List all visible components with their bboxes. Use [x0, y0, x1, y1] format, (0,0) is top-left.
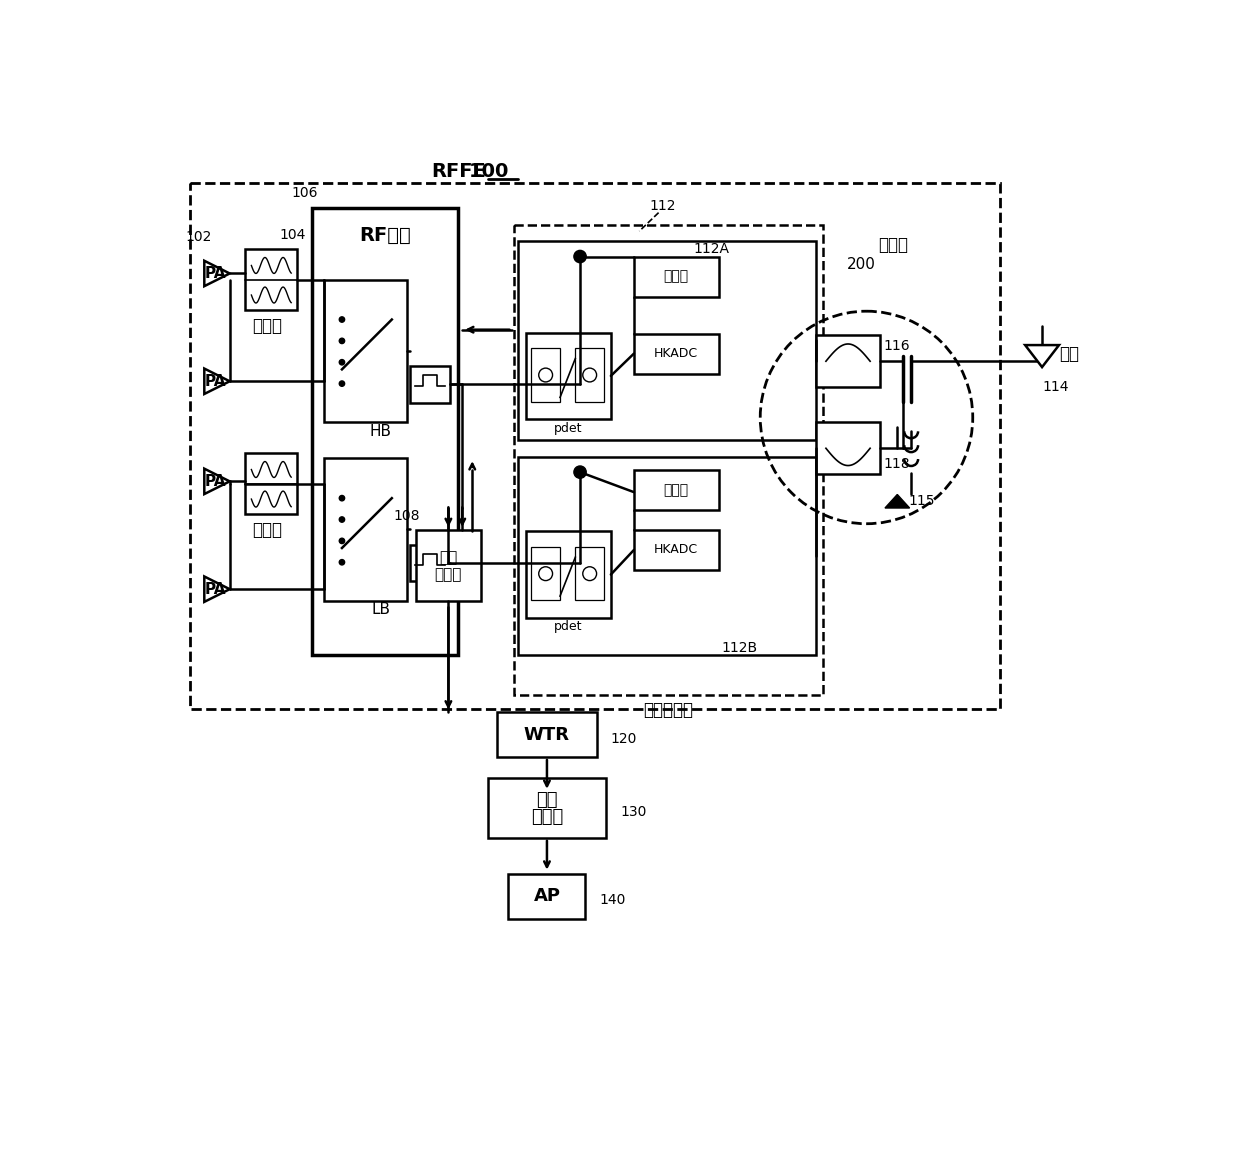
Bar	[816, 335, 879, 387]
Circle shape	[340, 381, 345, 386]
Text: PA: PA	[205, 474, 226, 489]
Bar	[634, 334, 719, 373]
Text: 114: 114	[1043, 380, 1069, 394]
Text: 118: 118	[883, 457, 910, 470]
Text: pdet: pdet	[554, 621, 583, 633]
Text: 115: 115	[909, 494, 935, 507]
Circle shape	[340, 539, 345, 543]
Circle shape	[340, 360, 345, 365]
Bar	[508, 874, 585, 919]
Text: 天线: 天线	[1059, 346, 1079, 363]
Bar	[634, 469, 719, 510]
Circle shape	[574, 251, 587, 262]
Text: 120: 120	[611, 732, 637, 746]
Text: 滤波器: 滤波器	[253, 317, 283, 335]
Text: PA: PA	[205, 266, 226, 281]
Text: 140: 140	[599, 894, 626, 907]
Text: HB: HB	[370, 424, 392, 439]
Bar	[324, 458, 407, 601]
Bar	[634, 529, 719, 570]
Text: 无源: 无源	[439, 550, 458, 565]
Bar	[410, 365, 450, 402]
Text: 106: 106	[291, 186, 317, 200]
Text: 调制: 调制	[536, 791, 558, 809]
Text: 调谐器: 调谐器	[663, 269, 689, 283]
Text: 116: 116	[883, 339, 910, 353]
Bar	[417, 529, 481, 601]
Text: pdet: pdet	[554, 422, 583, 435]
Text: HKADC: HKADC	[655, 543, 698, 556]
Bar	[324, 280, 407, 422]
Circle shape	[340, 560, 345, 565]
Bar	[246, 249, 298, 311]
Bar	[575, 348, 604, 402]
Bar	[575, 547, 604, 600]
Text: 112A: 112A	[693, 242, 729, 255]
Text: 调谐器电路: 调谐器电路	[644, 701, 693, 719]
Text: 102: 102	[185, 230, 211, 244]
Text: 调谐器: 调谐器	[663, 483, 689, 497]
Bar	[191, 184, 1001, 709]
Text: 130: 130	[620, 805, 646, 818]
Bar	[410, 544, 450, 581]
Bar	[526, 532, 611, 617]
Text: 100: 100	[469, 162, 510, 180]
Bar	[531, 348, 560, 402]
Polygon shape	[205, 468, 229, 494]
Circle shape	[340, 317, 345, 323]
Circle shape	[340, 517, 345, 523]
Circle shape	[340, 339, 345, 343]
Text: 104: 104	[280, 228, 306, 242]
Polygon shape	[205, 369, 229, 394]
Polygon shape	[205, 261, 229, 287]
Text: 112B: 112B	[722, 642, 758, 655]
Text: 解调器: 解调器	[531, 808, 563, 827]
Polygon shape	[205, 577, 229, 602]
Bar	[531, 547, 560, 600]
Bar	[517, 242, 816, 439]
Text: LB: LB	[371, 602, 391, 617]
Text: PA: PA	[205, 581, 226, 596]
Text: 200: 200	[847, 257, 875, 272]
Text: AP: AP	[533, 888, 560, 905]
Text: HKADC: HKADC	[655, 347, 698, 360]
Text: WTR: WTR	[525, 726, 570, 743]
Bar	[634, 257, 719, 297]
Text: RF开关: RF开关	[360, 225, 412, 244]
Text: 滤波器: 滤波器	[253, 521, 283, 539]
Text: PA: PA	[205, 373, 226, 388]
Text: 112: 112	[650, 200, 676, 214]
Circle shape	[574, 466, 587, 479]
Bar	[517, 457, 816, 655]
Text: 组合器: 组合器	[435, 568, 463, 581]
Bar	[526, 333, 611, 418]
Text: 双工器: 双工器	[878, 236, 909, 254]
Bar	[513, 225, 823, 695]
Bar	[497, 712, 596, 757]
Bar	[312, 208, 459, 654]
Bar	[487, 778, 606, 838]
Polygon shape	[885, 495, 910, 507]
Text: RFFE: RFFE	[432, 162, 486, 180]
Text: 108: 108	[393, 509, 420, 523]
Circle shape	[340, 496, 345, 501]
Polygon shape	[1025, 346, 1059, 368]
Bar	[816, 422, 879, 474]
Bar	[246, 453, 298, 514]
